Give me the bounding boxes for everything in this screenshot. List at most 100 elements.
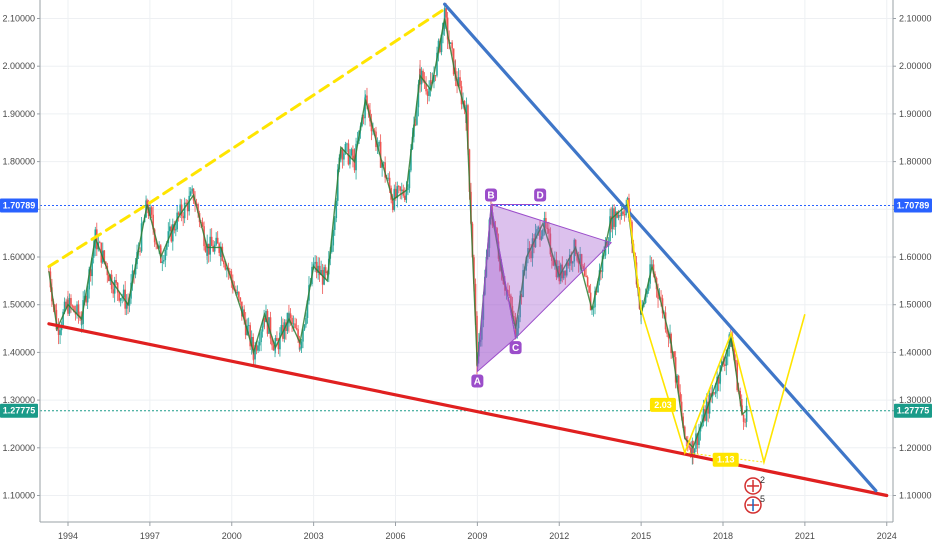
candle-body [437, 40, 440, 53]
candle-body [261, 326, 264, 332]
trendline-resistance[interactable] [443, 2, 878, 493]
candle-body [318, 265, 321, 276]
point-marker-d[interactable] [534, 188, 547, 202]
candle-body [220, 246, 222, 257]
candle-body [537, 227, 540, 230]
candle-body [525, 257, 528, 267]
candle-body [223, 260, 225, 265]
candle-body [295, 328, 298, 330]
candle-body [613, 208, 615, 227]
candle-body [139, 250, 141, 252]
candle-body [300, 341, 303, 349]
point-label-a: A [474, 376, 481, 387]
candle-body [517, 317, 520, 329]
candle-body [714, 391, 717, 394]
candle-body [657, 289, 659, 299]
candle-body [685, 437, 688, 441]
y-tick-label-left: 1.80000 [2, 157, 35, 167]
candle-body [378, 142, 380, 147]
candle-body [531, 238, 534, 259]
candle-body [57, 327, 60, 335]
candle-body [519, 295, 521, 318]
candle-body [283, 322, 286, 339]
candle-body [707, 401, 709, 414]
candle-body [59, 330, 61, 335]
candle-body [370, 121, 373, 132]
candle-body [175, 229, 177, 231]
candle-body [616, 211, 618, 218]
candle-body [164, 249, 167, 261]
candle-body [717, 376, 720, 384]
candle-body [119, 298, 122, 301]
candle-body [734, 360, 737, 363]
candle-body [255, 345, 258, 351]
x-tick-label: 2006 [385, 531, 405, 541]
candle-body [131, 270, 134, 283]
price-tag-right-text: 1.70789 [897, 201, 930, 211]
candle-body [297, 329, 299, 340]
point-marker-a[interactable] [471, 374, 484, 388]
candle-body [353, 155, 356, 171]
candle-body [115, 280, 117, 283]
candle-body [597, 281, 599, 293]
candle-body [391, 204, 394, 210]
candle-body [583, 269, 586, 276]
candle-body [149, 207, 151, 217]
candle-body [346, 143, 348, 145]
candle-body [269, 317, 272, 339]
candle-body [98, 242, 101, 244]
projection-path[interactable] [626, 199, 806, 466]
candle-body [279, 332, 281, 350]
candle-body [302, 329, 304, 342]
candle-body [206, 243, 208, 256]
candle-body [394, 188, 397, 199]
candle-body [94, 239, 96, 249]
candle-body [745, 405, 748, 422]
candle-body [384, 162, 386, 178]
candle-body [688, 446, 691, 448]
candle-body [89, 269, 92, 277]
candle-body [210, 236, 213, 246]
candle-body [667, 333, 670, 339]
point-marker-c[interactable] [509, 341, 522, 355]
candle-body [263, 317, 266, 323]
candle-body [277, 340, 280, 350]
candle-body [567, 262, 570, 266]
candle-body [580, 254, 583, 267]
candle-body [373, 130, 376, 132]
candle-body [546, 227, 549, 229]
candle-body [183, 202, 186, 219]
candle-body [86, 289, 89, 303]
candle-body [693, 448, 696, 458]
candle-body [352, 149, 354, 160]
candle-body [155, 242, 157, 245]
y-tick-label-right: 2.00000 [899, 61, 932, 71]
candle-body [252, 352, 255, 360]
projection-fan-line [640, 309, 686, 453]
candle-body [124, 289, 126, 309]
candle-body [274, 337, 277, 346]
y-tick-label-right: 1.50000 [899, 300, 932, 310]
candle-body [188, 195, 190, 212]
y-tick-label-left: 1.30000 [2, 395, 35, 405]
candle-body [702, 409, 705, 423]
candle-body [543, 218, 546, 230]
candle-body [586, 277, 589, 286]
candle-body [433, 75, 435, 82]
trendline-support[interactable] [47, 322, 889, 498]
candle-body [229, 271, 231, 273]
candle-body [76, 304, 78, 315]
ratio-label: 1.13 [717, 455, 735, 465]
point-marker-b[interactable] [485, 188, 498, 202]
x-tick-label: 2015 [631, 531, 651, 541]
candle-body [459, 77, 461, 87]
abcd-triangle-bcd[interactable] [490, 203, 613, 340]
trendline-upper-dashed[interactable] [47, 7, 447, 269]
y-tick-label-right: 1.80000 [899, 157, 932, 167]
candle-body [407, 188, 409, 190]
candle-body [280, 324, 283, 333]
price-tag-right [894, 403, 932, 418]
candle-body [540, 236, 543, 240]
candle-body [429, 80, 432, 89]
